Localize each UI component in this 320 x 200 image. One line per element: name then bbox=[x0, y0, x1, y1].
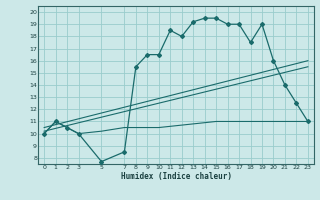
X-axis label: Humidex (Indice chaleur): Humidex (Indice chaleur) bbox=[121, 172, 231, 181]
